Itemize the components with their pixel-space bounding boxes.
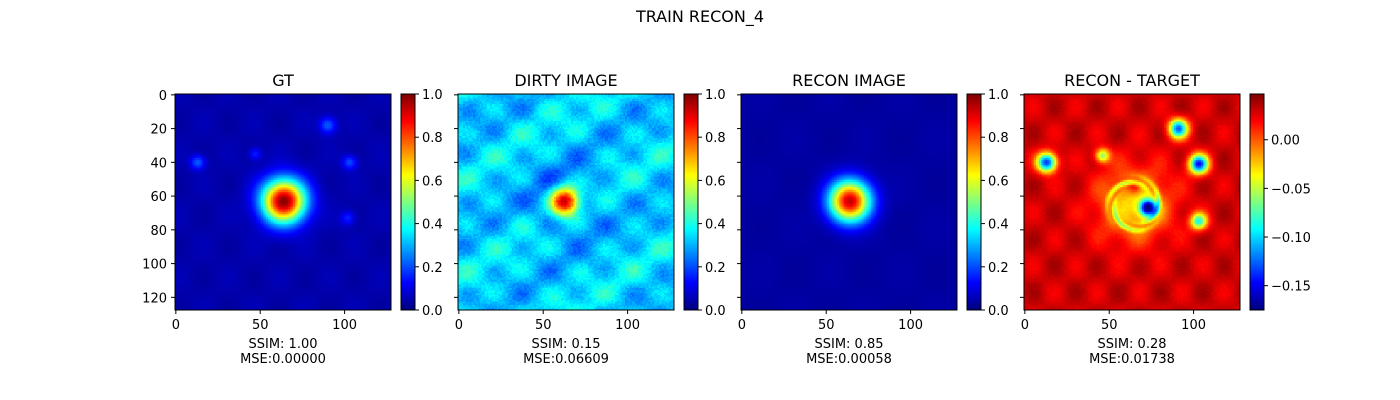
y-tick-label: 0 bbox=[159, 89, 167, 104]
axes-frame bbox=[740, 93, 958, 311]
x-tick-label: 100 bbox=[615, 318, 640, 333]
figure-title: TRAIN RECON_4 bbox=[635, 7, 764, 27]
colorbar-tick-label: 0.0 bbox=[705, 304, 726, 319]
colorbar-gradient bbox=[401, 94, 415, 310]
colorbar-frame bbox=[1249, 93, 1265, 311]
colorbar-gradient bbox=[684, 94, 698, 310]
x-tick-label: 0 bbox=[172, 318, 180, 333]
x-tick-label: 0 bbox=[1021, 318, 1029, 333]
colorbar-tick-label: −0.05 bbox=[1271, 182, 1311, 197]
panel-title: DIRTY IMAGE bbox=[514, 71, 617, 90]
metric-caption: MSE:0.01738 bbox=[1089, 352, 1175, 367]
colorbar-tick-label: 0.4 bbox=[422, 218, 443, 233]
x-tick-label: 50 bbox=[818, 318, 835, 333]
colorbar-tick-label: 0.8 bbox=[422, 131, 443, 146]
colorbar-tick-label: 0.0 bbox=[422, 304, 443, 319]
colorbar-tick-label: 0.4 bbox=[988, 218, 1009, 233]
axes-frame bbox=[1023, 93, 1241, 311]
heatmap-image bbox=[741, 94, 957, 310]
colorbar-tick-label: 0.0 bbox=[988, 304, 1009, 319]
x-tick-label: 100 bbox=[332, 318, 357, 333]
axes-frame bbox=[174, 93, 392, 311]
metric-caption: SSIM: 0.85 bbox=[814, 337, 883, 352]
colorbar-tick-label: 1.0 bbox=[422, 88, 443, 103]
x-tick-label: 50 bbox=[252, 318, 269, 333]
colorbar-tick-label: 0.6 bbox=[422, 174, 443, 189]
metric-caption: SSIM: 0.15 bbox=[531, 337, 600, 352]
metric-caption: SSIM: 1.00 bbox=[248, 337, 317, 352]
y-tick-label: 80 bbox=[150, 224, 167, 239]
colorbar-tick-label: 0.00 bbox=[1271, 134, 1300, 149]
x-tick-label: 100 bbox=[1181, 318, 1206, 333]
metric-caption: MSE:0.06609 bbox=[523, 352, 609, 367]
x-tick-label: 100 bbox=[898, 318, 923, 333]
heatmap-image bbox=[175, 94, 391, 310]
colorbar-gradient bbox=[967, 94, 981, 310]
metric-caption: MSE:0.00000 bbox=[240, 352, 326, 367]
x-tick-label: 0 bbox=[455, 318, 463, 333]
metric-caption: SSIM: 0.28 bbox=[1097, 337, 1166, 352]
y-tick-label: 60 bbox=[150, 190, 167, 205]
colorbar-frame bbox=[400, 93, 416, 311]
colorbar-tick-label: 0.4 bbox=[705, 218, 726, 233]
metric-caption: MSE:0.00058 bbox=[806, 352, 892, 367]
panel-1: DIRTY IMAGE 0 50 100 0.0 0.2 0.4 0.6 0.8 1.0 SSIM:… bbox=[454, 71, 726, 367]
x-tick-label: 0 bbox=[738, 318, 746, 333]
y-tick-label: 100 bbox=[142, 258, 167, 273]
colorbar-tick-label: 0.6 bbox=[705, 174, 726, 189]
y-tick-label: 20 bbox=[150, 123, 167, 138]
colorbar-tick-label: 0.2 bbox=[705, 261, 726, 276]
heatmap-image bbox=[458, 94, 674, 310]
colorbar-frame bbox=[966, 93, 982, 311]
colorbar-tick-label: −0.10 bbox=[1271, 231, 1311, 246]
x-tick-label: 50 bbox=[535, 318, 552, 333]
panel-title: RECON IMAGE bbox=[792, 71, 906, 90]
y-tick-label: 120 bbox=[142, 291, 167, 306]
colorbar-tick-label: −0.15 bbox=[1271, 280, 1311, 295]
panel-2: RECON IMAGE 0 50 100 0.0 0.2 0.4 0.6 0.8 1.0 SSIM:… bbox=[737, 71, 1009, 367]
panel-title: GT bbox=[272, 71, 294, 90]
colorbar-tick-label: 0.8 bbox=[988, 131, 1009, 146]
colorbar-gradient bbox=[1250, 94, 1264, 310]
colorbar-tick-label: 1.0 bbox=[705, 88, 726, 103]
colorbar-tick-label: 0.2 bbox=[988, 261, 1009, 276]
y-tick-label: 40 bbox=[150, 156, 167, 171]
heatmap-image bbox=[1024, 94, 1240, 310]
colorbar-tick-label: 1.0 bbox=[988, 88, 1009, 103]
colorbar-tick-label: 0.8 bbox=[705, 131, 726, 146]
panel-title: RECON - TARGET bbox=[1064, 71, 1200, 90]
panels: GT 0 50 100 0 20 40 60 80 100 120 0.0 0.2 0.4 0.6 0.8 1.… bbox=[142, 71, 1311, 367]
colorbar-tick-label: 0.6 bbox=[988, 174, 1009, 189]
colorbar-tick-label: 0.2 bbox=[422, 261, 443, 276]
panel-0: GT 0 50 100 0 20 40 60 80 100 120 0.0 0.2 0.4 0.6 0.8 1.… bbox=[142, 71, 443, 367]
colorbar-frame bbox=[683, 93, 699, 311]
panel-3: RECON - TARGET 0 50 100 0.00 −0.05 −0.10 −0.15 S… bbox=[1020, 71, 1311, 367]
axes-frame bbox=[457, 93, 675, 311]
x-tick-label: 50 bbox=[1101, 318, 1118, 333]
